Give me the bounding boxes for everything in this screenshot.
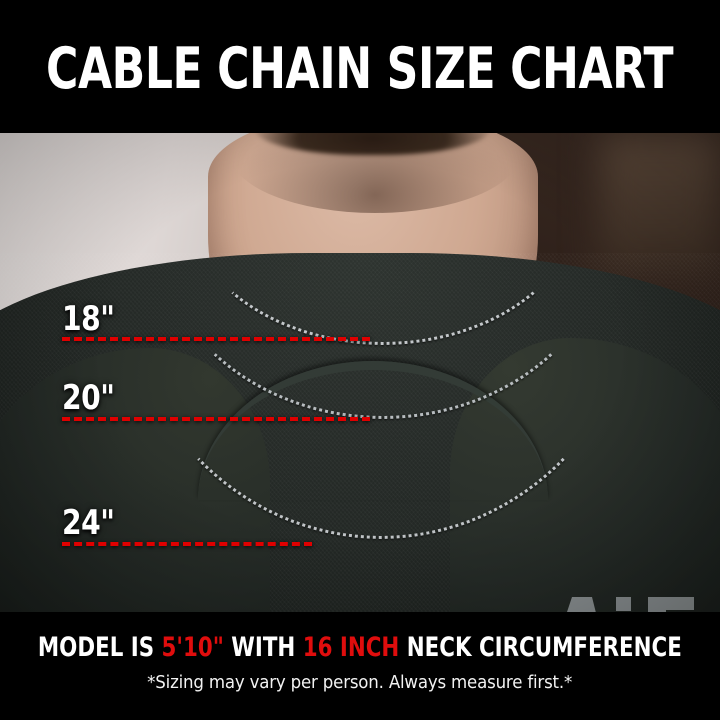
- page-title: CABLE CHAIN SIZE CHART: [46, 36, 674, 102]
- footer-text-3: NECK CIRCUMFERENCE: [399, 632, 682, 663]
- footer-model-info: MODEL IS 5'10" WITH 16 INCH NECK CIRCUMF…: [38, 634, 682, 661]
- measure-line-24: [62, 542, 312, 546]
- footer-model-height: 5'10": [161, 632, 224, 663]
- footer-band: MODEL IS 5'10" WITH 16 INCH NECK CIRCUMF…: [0, 612, 720, 720]
- footer-text-2: WITH: [223, 632, 303, 663]
- brand-logo: ALL IN FAITH: [536, 591, 708, 612]
- footer-neck-size: 16 INCH: [302, 632, 400, 663]
- chain-24-inch: [118, 133, 644, 539]
- measure-line-20: [62, 417, 370, 421]
- measure-label-24: 24": [62, 503, 115, 543]
- footer-text-1: MODEL IS: [38, 632, 162, 663]
- measure-line-18: [62, 337, 370, 341]
- header-band: CABLE CHAIN SIZE CHART: [0, 0, 720, 133]
- measure-label-20: 20": [62, 378, 115, 418]
- measure-label-18: 18": [62, 299, 115, 339]
- footer-disclaimer: *Sizing may vary per person. Always meas…: [147, 673, 573, 693]
